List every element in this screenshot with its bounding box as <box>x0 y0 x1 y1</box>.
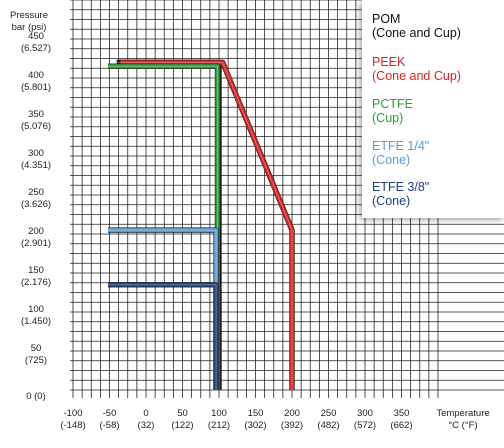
y-tick-label: 300 (4.351) <box>2 148 70 172</box>
y-tick-label: 200 (2.901) <box>2 226 70 250</box>
y-tick-text: (6.527) <box>20 43 52 54</box>
y-tick-text: 100 <box>28 304 44 315</box>
x-tick-text: (392) <box>280 420 304 431</box>
x-tick-text: 150 <box>247 408 264 419</box>
series-stroke <box>108 281 219 390</box>
series-stroke <box>108 229 217 390</box>
x-tick-label: -50 (-58) <box>88 408 132 432</box>
legend-item: ETFE 1/4" (Cone) <box>372 139 429 167</box>
x-tick-text: -100 <box>63 408 83 419</box>
x-tick-text: 50 <box>177 408 188 419</box>
y-tick-label: 400 (5.801) <box>2 70 70 94</box>
x-tick-label: 0 (32) <box>124 408 168 432</box>
y-tick-text: 50 <box>30 343 42 354</box>
y-tick-text: 350 <box>28 109 44 120</box>
x-tick-text: (302) <box>244 420 267 431</box>
series-line-4 <box>108 281 219 390</box>
y-tick-text: 150 <box>28 265 44 276</box>
x-tick-text: 250 <box>320 408 337 419</box>
y-tick-label: 450 (6.527) <box>2 31 70 55</box>
x-tick-text: (32) <box>137 420 155 431</box>
series-stroke <box>108 227 219 390</box>
y-tick-text: (5.076) <box>20 121 52 132</box>
x-tick-text: 300 <box>357 408 373 419</box>
y-axis-title: Pressure bar (psi) <box>2 10 56 34</box>
series-stroke <box>120 61 293 390</box>
x-tick-text: (212) <box>207 420 231 431</box>
y-tick-text: (2.176) <box>20 277 52 288</box>
x-tick-label: 100 (212) <box>197 408 241 432</box>
x-tick-label: 150 (302) <box>234 408 278 432</box>
x-tick-text: (482) <box>317 420 340 431</box>
x-tick-text: 0 <box>143 408 149 419</box>
series-stroke <box>120 60 294 390</box>
x-tick-text: (122) <box>171 420 194 431</box>
y-tick-label: 250 (3.626) <box>2 187 70 211</box>
legend: POM (Cone and Cup) PEEK (Cone and Cup) PCTFE… <box>362 0 504 218</box>
x-tick-text: 100 <box>211 408 227 419</box>
x-tick-text: (662) <box>390 420 413 431</box>
y-tick-text: 250 <box>28 187 44 198</box>
y-tick-text: 300 <box>28 148 44 159</box>
y-tick-label: 100 (1.450) <box>2 304 70 328</box>
x-tick-text: 200 <box>284 408 300 419</box>
series-stroke <box>108 282 219 390</box>
y-tick-label: 0 (0) <box>2 391 70 403</box>
y-tick-text: (1.450) <box>20 316 52 327</box>
legend-item: PCTFE (Cup) <box>372 97 413 125</box>
y-tick-text: (2.901) <box>20 238 52 249</box>
y-tick-text: (4.351) <box>20 160 52 171</box>
y-tick-text: 0 (0) <box>26 391 46 402</box>
y-tick-label: 150 (2.176) <box>2 265 70 289</box>
legend-item-text: PEEK <box>372 55 406 69</box>
x-tick-label: -100 (-148) <box>51 408 95 432</box>
x-tick-label: 350 (662) <box>380 408 424 432</box>
legend-item: PEEK (Cone and Cup) <box>372 55 461 83</box>
series-line-3 <box>108 227 219 390</box>
y-tick-label: 350 (5.076) <box>2 109 70 133</box>
y-tick-text: 200 <box>28 226 44 237</box>
x-tick-label: 200 (392) <box>270 408 314 432</box>
y-tick-text: (3.626) <box>20 199 52 210</box>
y-tick-text: (725) <box>24 355 48 366</box>
series-stroke <box>108 284 217 390</box>
legend-item-text: (Cone) <box>372 153 411 167</box>
legend-item-text: PCTFE <box>372 97 413 111</box>
y-tick-label: 50 (725) <box>2 343 70 367</box>
x-axis-title: Temperature °C (°F) <box>430 408 496 432</box>
x-tick-label: 300 (572) <box>343 408 387 432</box>
legend-item-text: ETFE 3/8" <box>372 180 430 194</box>
y-tick-text: (5.801) <box>20 82 52 93</box>
x-axis-title-line1: Temperature <box>436 408 490 419</box>
legend-item-text: (Cone and Cup) <box>372 26 461 40</box>
y-tick-text: 450 <box>28 31 44 42</box>
legend-item: POM (Cone and Cup) <box>372 12 461 40</box>
x-tick-text: 350 <box>393 408 410 419</box>
legend-item-text: (Cup) <box>372 111 404 125</box>
legend-item-text: (Cone and Cup) <box>372 69 461 83</box>
legend-item-text: ETFE 1/4" <box>372 139 430 153</box>
y-axis-title-line2: bar (psi) <box>11 22 47 33</box>
x-tick-text: (-58) <box>99 420 120 431</box>
x-tick-text: -50 <box>102 408 117 419</box>
series-stroke <box>108 228 219 390</box>
x-tick-label: 50 (122) <box>161 408 205 432</box>
x-tick-text: (572) <box>353 420 377 431</box>
x-tick-text: (-148) <box>60 420 86 431</box>
legend-item: ETFE 3/8" (Cone) <box>372 180 429 208</box>
y-tick-text: 400 <box>28 70 44 81</box>
series-lines <box>108 59 295 390</box>
y-axis-title-line1: Pressure <box>9 10 48 21</box>
legend-item-text: POM <box>372 12 401 26</box>
x-axis-title-line2: °C (°F) <box>448 420 478 431</box>
x-tick-label: 250 (482) <box>307 408 351 432</box>
series-line-1 <box>120 59 295 390</box>
legend-item-text: (Cone) <box>372 194 411 208</box>
